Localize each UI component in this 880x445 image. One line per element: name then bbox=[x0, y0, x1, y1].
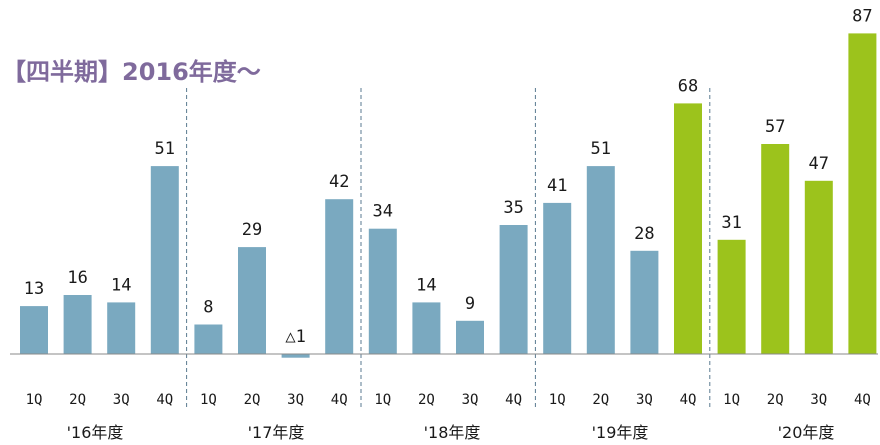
x-tick-label: 2Q bbox=[244, 392, 261, 408]
bars-group bbox=[20, 33, 877, 358]
bar bbox=[848, 33, 877, 355]
bar bbox=[238, 247, 266, 354]
x-tick-label: 4Q bbox=[331, 392, 348, 408]
bar bbox=[674, 103, 702, 355]
bar-value-label: △1 bbox=[285, 327, 305, 347]
x-tick-label: 1Q bbox=[374, 392, 391, 408]
bar-value-label: 68 bbox=[678, 76, 698, 96]
x-tick-label: 4Q bbox=[854, 392, 871, 408]
bar-value-label: 87 bbox=[852, 6, 872, 26]
bar-value-label: 42 bbox=[329, 172, 349, 192]
x-tick-label: 1Q bbox=[200, 392, 217, 408]
fiscal-year-label: '17年度 bbox=[248, 423, 305, 442]
x-tick-label: 3Q bbox=[462, 392, 479, 408]
bar bbox=[20, 306, 48, 354]
bar bbox=[63, 295, 92, 354]
bar-value-label: 47 bbox=[809, 154, 829, 174]
x-tick-label: 3Q bbox=[636, 392, 653, 408]
bar bbox=[456, 320, 484, 354]
x-tick-label: 2Q bbox=[418, 392, 435, 408]
x-tick-label: 2Q bbox=[592, 392, 609, 408]
x-tick-label: 4Q bbox=[680, 392, 697, 408]
bar bbox=[543, 202, 572, 354]
fiscal-year-label: '19年度 bbox=[592, 423, 649, 442]
fiscal-year-labels: '16年度 '17年度 '18年度 '19年度 '20年度 bbox=[67, 423, 835, 442]
chart-title: 【四半期】2016年度～ bbox=[2, 58, 261, 86]
bar bbox=[150, 166, 179, 354]
bar bbox=[630, 250, 659, 354]
x-tick-label: 4Q bbox=[156, 392, 173, 408]
bar-value-label: 51 bbox=[155, 139, 175, 159]
bar-value-label: 35 bbox=[503, 198, 523, 218]
value-labels-group: 13 16 14 51 8 29 △1 42 34 14 9 35 41 51 28 68 31 57 47 87 bbox=[24, 6, 873, 347]
bar-value-label: 57 bbox=[765, 117, 785, 137]
bar-value-label: 31 bbox=[721, 213, 741, 233]
bar bbox=[281, 354, 310, 358]
bar-value-label: 34 bbox=[373, 202, 393, 222]
bar-value-label: 29 bbox=[242, 220, 262, 240]
bar bbox=[325, 199, 354, 354]
bar bbox=[368, 228, 397, 354]
bar bbox=[412, 302, 441, 354]
group-dividers bbox=[186, 88, 711, 410]
x-tick-labels: 1Q 2Q 3Q 4Q 1Q 2Q 3Q 4Q 1Q 2Q 3Q 4Q 1Q 2Q 3Q 4Q 1Q 2Q 3Q 4Q bbox=[26, 392, 871, 408]
bar-value-label: 14 bbox=[111, 275, 131, 295]
x-tick-label: 4Q bbox=[505, 392, 522, 408]
x-tick-label: 3Q bbox=[287, 392, 304, 408]
x-tick-label: 2Q bbox=[69, 392, 86, 408]
fiscal-year-label: '16年度 bbox=[67, 423, 124, 442]
x-tick-label: 1Q bbox=[549, 392, 566, 408]
bar-value-label: 9 bbox=[465, 294, 475, 314]
bar bbox=[761, 144, 790, 354]
bar-value-label: 51 bbox=[591, 139, 611, 159]
bar bbox=[194, 324, 223, 354]
bar bbox=[586, 166, 615, 354]
bar-value-label: 13 bbox=[24, 279, 44, 299]
x-tick-label: 2Q bbox=[767, 392, 784, 408]
x-tick-label: 1Q bbox=[723, 392, 740, 408]
bar-value-label: 14 bbox=[416, 275, 436, 295]
bar bbox=[107, 302, 136, 354]
x-tick-label: 3Q bbox=[113, 392, 130, 408]
bar bbox=[499, 225, 528, 354]
bar bbox=[717, 239, 746, 354]
bar-value-label: 8 bbox=[203, 298, 213, 318]
x-tick-label: 3Q bbox=[810, 392, 827, 408]
bar-value-label: 28 bbox=[634, 224, 654, 244]
bar bbox=[804, 180, 833, 354]
fiscal-year-label: '20年度 bbox=[778, 423, 835, 442]
bar-value-label: 16 bbox=[67, 268, 87, 288]
fiscal-year-label: '18年度 bbox=[424, 423, 481, 442]
x-tick-label: 1Q bbox=[26, 392, 43, 408]
bar-value-label: 41 bbox=[547, 176, 567, 196]
